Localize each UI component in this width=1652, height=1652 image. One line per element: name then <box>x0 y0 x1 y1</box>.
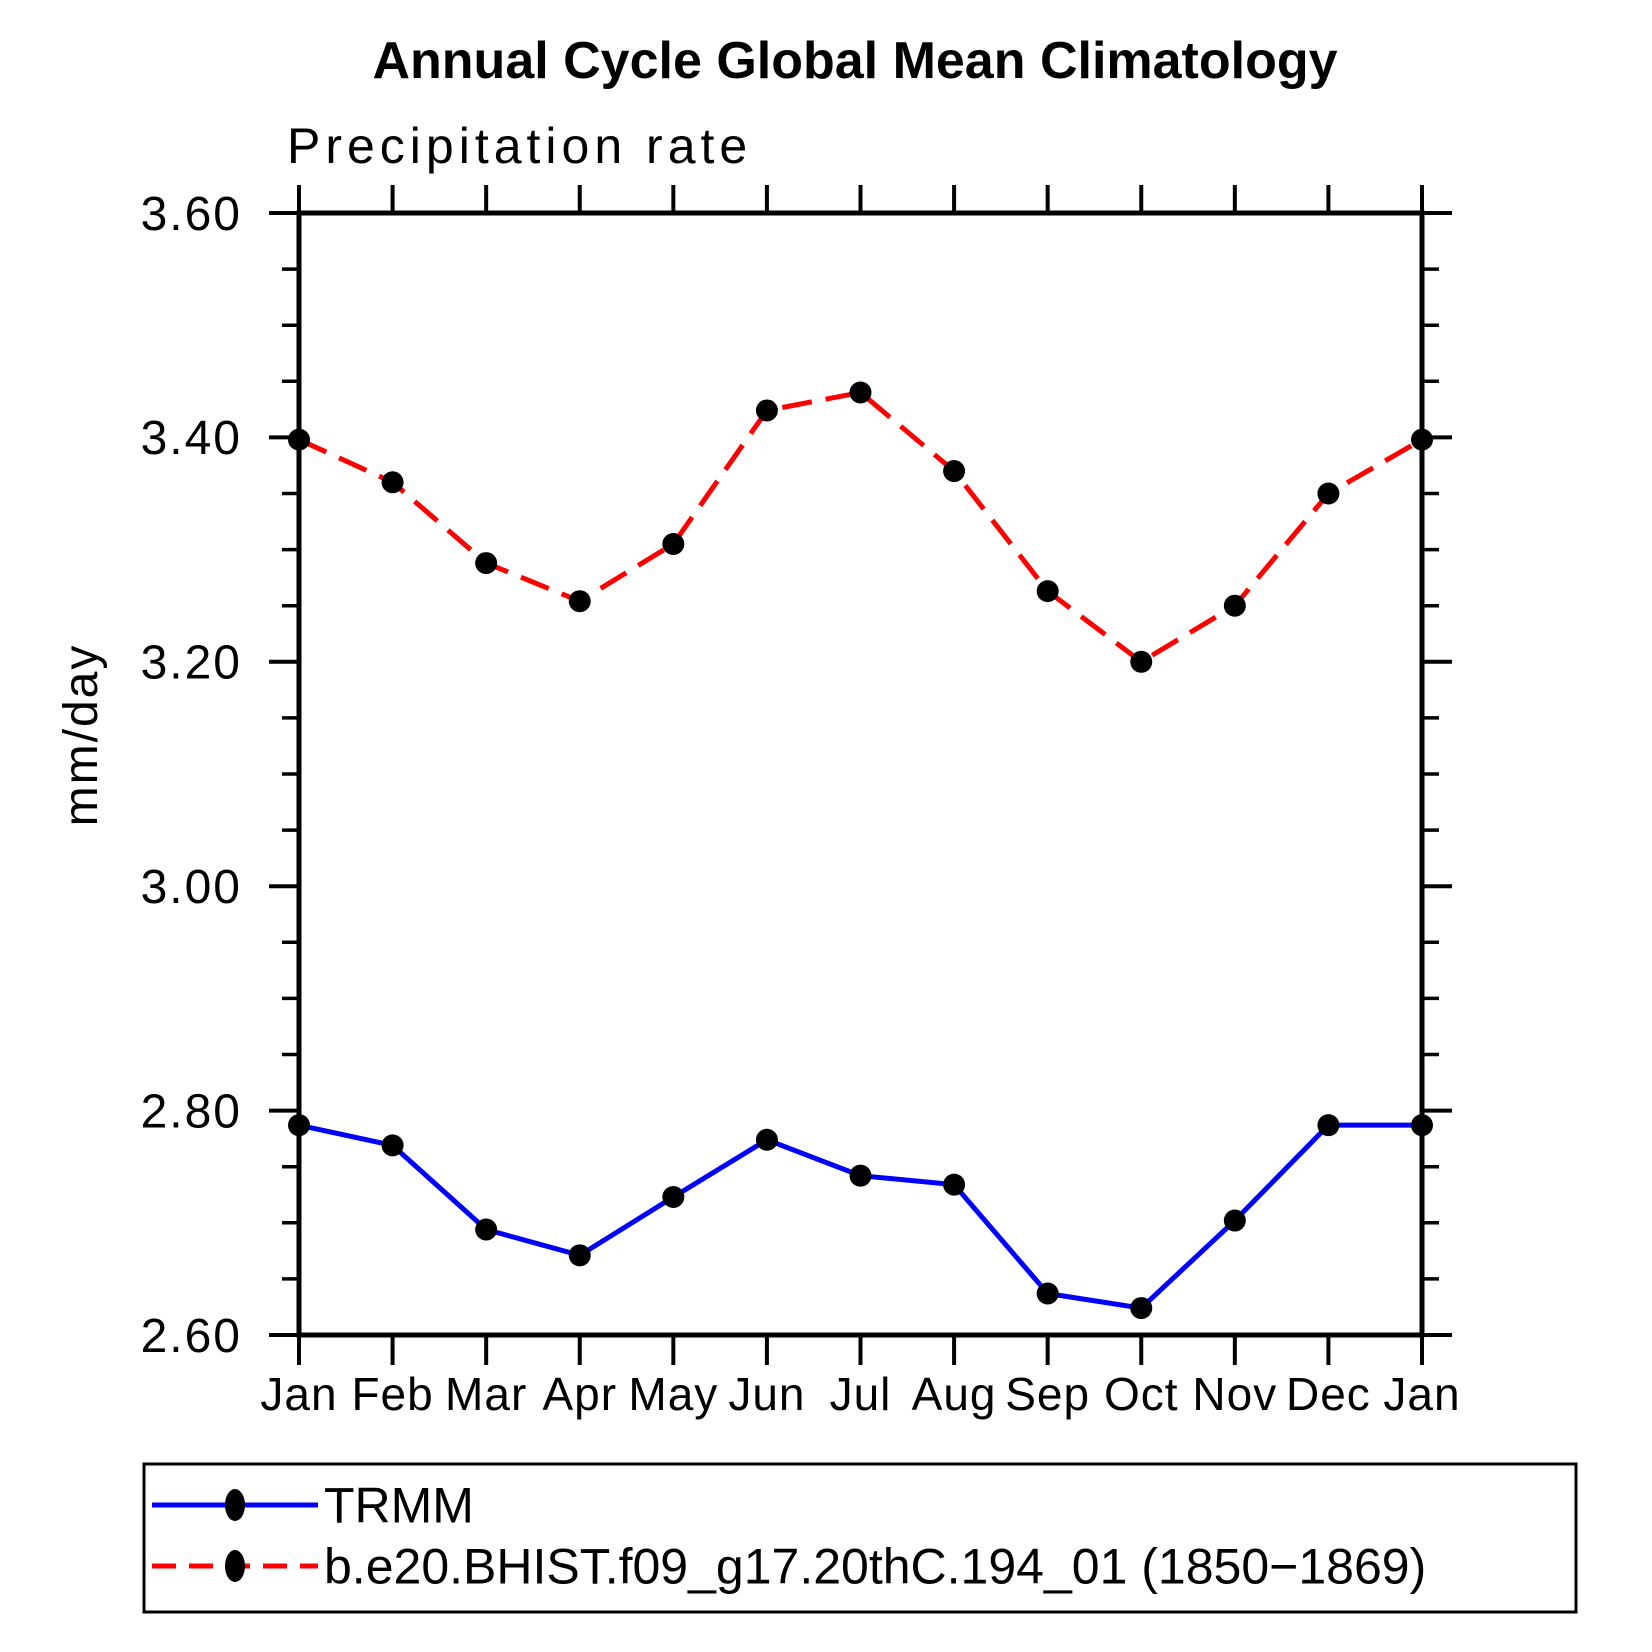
x-tick-label: Jun <box>728 1368 805 1420</box>
data-point <box>755 1128 778 1151</box>
legend-box <box>142 1462 1578 1614</box>
data-point <box>1317 1114 1340 1137</box>
data-point <box>1036 580 1059 603</box>
data-point <box>849 1164 872 1187</box>
y-axis-label: mm/day <box>55 644 108 827</box>
x-tick-label: Apr <box>542 1368 617 1420</box>
data-point <box>1411 1114 1433 1137</box>
x-tick-label: Aug <box>912 1368 997 1420</box>
data-point <box>662 532 685 555</box>
y-tick-label: 2.80 <box>141 1085 242 1138</box>
data-point <box>381 1134 404 1157</box>
chart-subtitle: Precipitation rate <box>287 118 752 174</box>
data-point <box>1223 594 1246 617</box>
series-line-model <box>297 389 1424 665</box>
data-point <box>475 1218 498 1241</box>
legend-marker <box>225 1550 245 1582</box>
x-tick-label: Dec <box>1286 1368 1371 1420</box>
x-tick-label: Oct <box>1104 1368 1179 1420</box>
x-tick-label: Feb <box>351 1368 433 1420</box>
data-point <box>849 381 872 404</box>
y-tick-label: 3.40 <box>141 412 242 465</box>
y-tick-label: 2.60 <box>141 1310 242 1363</box>
data-point <box>568 590 591 613</box>
figure-title: Annual Cycle Global Mean Climatology <box>372 32 1337 90</box>
data-point <box>755 399 778 422</box>
data-point <box>662 1185 685 1208</box>
data-series <box>288 381 1433 1320</box>
data-point <box>288 428 310 451</box>
series-line-trmm <box>298 1122 1422 1311</box>
data-point <box>943 1173 966 1196</box>
data-point <box>1223 1209 1246 1232</box>
data-point <box>1411 428 1433 451</box>
x-tick-label: Mar <box>445 1368 527 1420</box>
legend-entry: TRMM <box>152 1478 474 1534</box>
legend-entry: b.e20.BHIST.f09_g17.20thC.194_01 (1850−1… <box>152 1539 1426 1595</box>
data-point <box>943 460 966 483</box>
x-tick-label: Sep <box>1005 1368 1090 1420</box>
data-point <box>568 1244 591 1267</box>
legend-marker <box>225 1489 245 1521</box>
y-tick-label: 3.60 <box>141 188 242 241</box>
data-point <box>1317 482 1340 505</box>
y-tick-label: 3.20 <box>141 637 242 690</box>
data-point <box>381 471 404 494</box>
x-tick-label: Jan <box>260 1368 337 1420</box>
legend-label: TRMM <box>324 1478 474 1534</box>
data-point <box>1036 1282 1059 1305</box>
data-point <box>475 552 498 575</box>
x-tick-label: May <box>628 1368 718 1420</box>
y-tick-label: 3.00 <box>141 861 242 914</box>
x-tick-label: Jan <box>1383 1368 1460 1420</box>
x-tick-label: Nov <box>1192 1368 1277 1420</box>
data-point <box>1130 650 1153 673</box>
x-tick-label: Jul <box>830 1368 892 1420</box>
data-point <box>288 1114 310 1137</box>
data-point <box>1130 1297 1153 1320</box>
legend-label: b.e20.BHIST.f09_g17.20thC.194_01 (1850−1… <box>324 1539 1426 1595</box>
